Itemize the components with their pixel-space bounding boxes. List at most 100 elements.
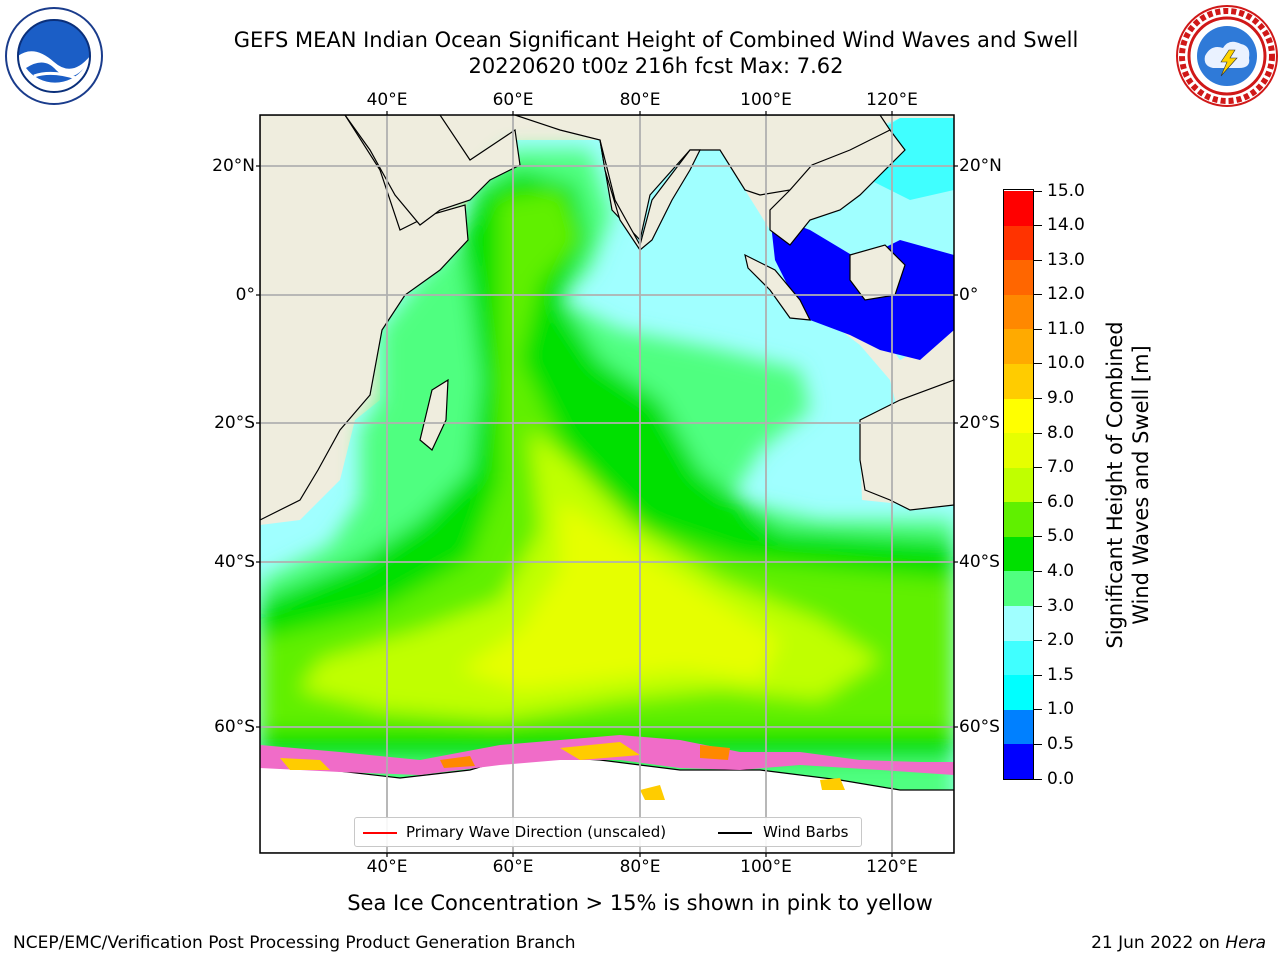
lat-label-right-40s: 40°S (959, 552, 1000, 572)
lon-label-top-80e: 80°E (619, 90, 661, 110)
colorbar-tick-label: 0.5 (1047, 733, 1075, 754)
legend-wave-direction-swatch (363, 832, 397, 834)
nws-logo (1176, 5, 1278, 107)
colorbar-segment (1004, 743, 1033, 779)
land-australia (859, 379, 954, 511)
colorbar-tick (1034, 363, 1042, 365)
colorbar-tick (1034, 259, 1042, 261)
colorbar-tick (1034, 328, 1042, 330)
lat-label-right-20s: 20°S (959, 413, 1000, 433)
colorbar-tick (1034, 778, 1042, 780)
colorbar-tick (1034, 467, 1042, 469)
land-sumatra (744, 253, 812, 321)
legend-wind-barbs-label: Wind Barbs (763, 823, 849, 841)
footer-date: 21 Jun 2022 on Hera (1091, 933, 1266, 953)
colorbar-tick-label: 1.5 (1047, 664, 1075, 685)
footer-host: Hera (1225, 933, 1266, 953)
colorbar-segment (1004, 432, 1033, 468)
colorbar-tick-label: 6.0 (1047, 491, 1075, 512)
lon-label-bottom-40e: 40°E (366, 857, 408, 877)
wave-height-field (260, 150, 954, 853)
colorbar-segment (1004, 294, 1033, 330)
lat-label-left-60s: 60°S (214, 717, 255, 737)
colorbar-tick (1034, 674, 1042, 676)
colorbar-tick (1034, 225, 1042, 227)
colorbar-tick (1034, 190, 1042, 192)
colorbar-tick-label: 2.0 (1047, 630, 1075, 651)
lat-label-left-20n: 20°N (212, 156, 255, 176)
colorbar-segment (1004, 259, 1033, 295)
graticule (260, 115, 954, 853)
colorbar-tick (1034, 432, 1042, 434)
colorbar-tick (1034, 640, 1042, 642)
colorbar-tick-label: 11.0 (1047, 318, 1085, 339)
colorbar-tick-label: 1.0 (1047, 699, 1075, 720)
lon-label-bottom-120e: 120°E (866, 857, 918, 877)
colorbar-tick-label: 12.0 (1047, 284, 1085, 305)
land-madagascar (419, 378, 449, 451)
colorbar-tick-label: 0.0 (1047, 768, 1075, 789)
colorbar-tick (1034, 605, 1042, 607)
colorbar-tick-label: 14.0 (1047, 215, 1085, 236)
lon-label-bottom-100e: 100°E (740, 857, 792, 877)
colorbar-segment (1004, 363, 1033, 399)
colorbar-tick (1034, 398, 1042, 400)
lon-label-top-120e: 120°E (866, 90, 918, 110)
colorbar-tick-label: 4.0 (1047, 560, 1075, 581)
axis-ticks (256, 111, 958, 857)
chart-subtitle: 20220620 t00z 216h fcst Max: 7.62 (468, 54, 844, 78)
chart-title: GEFS MEAN Indian Ocean Significant Heigh… (233, 28, 1079, 52)
colorbar-segment (1004, 398, 1033, 434)
colorbar-tick-label: 3.0 (1047, 595, 1075, 616)
colorbar-segment (1004, 190, 1033, 226)
colorbar-segment (1004, 225, 1033, 261)
colorbar-segment (1004, 605, 1033, 641)
lon-label-bottom-80e: 80°E (619, 857, 661, 877)
lat-label-right-0: 0° (959, 285, 979, 305)
lat-label-left-20s: 20°S (214, 413, 255, 433)
map-frame (259, 114, 955, 854)
map-plot-area (260, 115, 954, 853)
lat-label-right-20n: 20°N (959, 156, 1002, 176)
colorbar-segment (1004, 674, 1033, 710)
colorbar-title: Significant Height of Combined Wind Wave… (1102, 185, 1154, 785)
colorbar (1003, 189, 1034, 780)
colorbar-tick-label: 8.0 (1047, 422, 1075, 443)
sea-ice-note: Sea Ice Concentration > 15% is shown in … (347, 891, 933, 915)
noaa-logo (5, 7, 103, 105)
lat-label-left-40s: 40°S (214, 552, 255, 572)
legend-wave-direction-label: Primary Wave Direction (unscaled) (406, 823, 667, 841)
land-arabia (344, 115, 521, 226)
legend: Primary Wave Direction (unscaled) Wind B… (354, 817, 862, 847)
colorbar-segment (1004, 467, 1033, 503)
sea-ice-band (260, 735, 954, 800)
colorbar-segment (1004, 709, 1033, 745)
colorbar-title-line1: Significant Height of Combined (1103, 321, 1127, 649)
land-africa (260, 115, 469, 521)
colorbar-tick-label: 9.0 (1047, 388, 1075, 409)
colorbar-segment (1004, 570, 1033, 607)
footer-date-text: 21 Jun 2022 on (1091, 933, 1226, 953)
colorbar-segment (1004, 328, 1033, 364)
colorbar-tick (1034, 743, 1042, 745)
colorbar-tick-label: 15.0 (1047, 180, 1085, 201)
colorbar-tick-label: 7.0 (1047, 457, 1075, 478)
colorbar-segment (1004, 536, 1033, 572)
colorbar-tick-label: 13.0 (1047, 249, 1085, 270)
colorbar-tick (1034, 570, 1042, 572)
colorbar-segment (1004, 640, 1033, 676)
lon-label-bottom-60e: 60°E (492, 857, 534, 877)
colorbar-tick (1034, 294, 1042, 296)
land-seasia (769, 129, 906, 246)
footer-credit: NCEP/EMC/Verification Post Processing Pr… (13, 933, 576, 953)
legend-wind-barbs-swatch (718, 832, 752, 834)
colorbar-title-line2: Wind Waves and Swell [m] (1129, 345, 1153, 625)
colorbar-tick (1034, 536, 1042, 538)
lon-label-top-40e: 40°E (366, 90, 408, 110)
lon-label-top-60e: 60°E (492, 90, 534, 110)
lon-label-top-100e: 100°E (740, 90, 792, 110)
lat-label-right-60s: 60°S (959, 717, 1000, 737)
colorbar-segment (1004, 501, 1033, 537)
colorbar-tick (1034, 501, 1042, 503)
